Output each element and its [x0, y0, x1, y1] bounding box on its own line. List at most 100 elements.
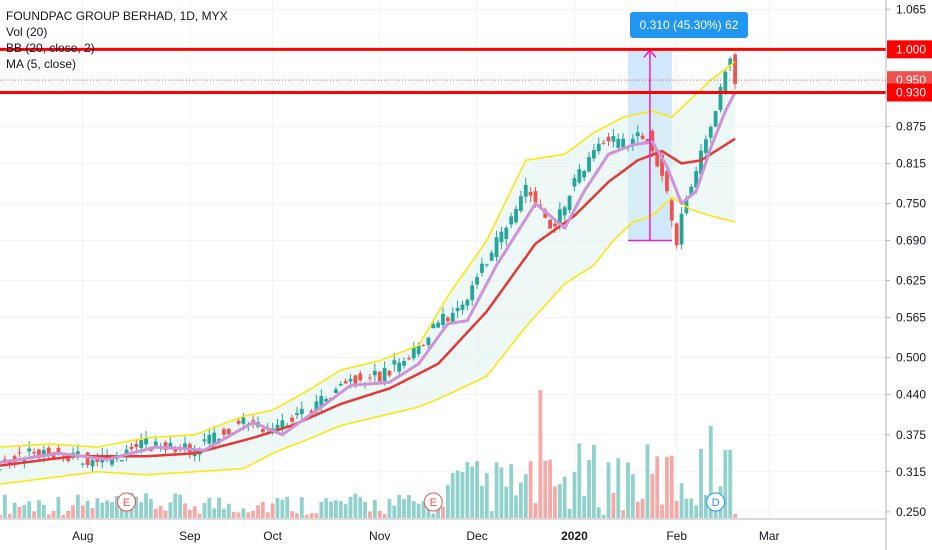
volume-bar — [577, 443, 582, 518]
volume-bar — [0, 515, 2, 518]
candle-body — [22, 458, 27, 462]
volume-bar — [445, 484, 450, 518]
volume-bar — [528, 461, 533, 518]
volume-bar — [582, 495, 587, 518]
volume-bar — [699, 448, 703, 518]
time-axis[interactable] — [0, 519, 886, 550]
volume-bar — [689, 498, 694, 518]
volume-bar — [421, 500, 426, 518]
volume-bar — [299, 497, 304, 518]
candle-body — [679, 213, 684, 245]
volume-bar — [334, 500, 338, 518]
candle-body — [606, 136, 611, 142]
candle-body — [723, 71, 728, 93]
candle-body — [460, 304, 465, 310]
volume-bar — [290, 511, 294, 518]
volume-bar — [241, 508, 246, 518]
candle-body — [309, 410, 314, 414]
ma-indicator-label[interactable]: MA (5, close) — [6, 57, 77, 71]
candle-body — [314, 401, 319, 411]
volume-bar — [285, 496, 290, 518]
candle-body — [334, 389, 338, 393]
volume-bar — [635, 501, 640, 518]
price-label-box — [887, 83, 932, 102]
candle-body — [533, 191, 538, 203]
volume-bar — [538, 390, 543, 518]
candle-body — [217, 439, 221, 441]
volume-bar — [470, 466, 475, 518]
volume-bar — [251, 510, 256, 518]
candle-body — [207, 435, 212, 444]
volume-bar — [27, 501, 32, 518]
volume-bar — [270, 503, 275, 518]
candle-body — [144, 437, 148, 445]
candle-body — [41, 450, 46, 457]
candle-body — [280, 420, 285, 430]
candle-body — [548, 219, 552, 229]
candle-body — [703, 139, 708, 153]
candle-body — [470, 285, 475, 301]
candle-body — [514, 208, 518, 223]
volume-bar — [630, 474, 635, 518]
volume-bar — [523, 474, 528, 518]
volume-bar — [441, 506, 445, 518]
candle-body — [32, 452, 36, 454]
vol-indicator-label[interactable]: Vol (20) — [6, 25, 48, 39]
candle-body — [499, 231, 504, 243]
event-marker[interactable] — [423, 492, 443, 512]
volume-bar — [616, 458, 621, 518]
candle-body — [708, 126, 713, 138]
volume-bar — [7, 513, 12, 518]
candle-body — [494, 237, 499, 258]
chart-legend: FOUNDPAC GROUP BERHAD, 1D, MYX Vol (20) … — [6, 8, 228, 72]
volume-bar — [416, 503, 421, 518]
volume-bar — [309, 513, 314, 518]
volume-bar — [197, 513, 202, 518]
measure-badge: 0.310 (45.30%) 62 — [630, 12, 748, 38]
bb-upper-line — [0, 61, 736, 448]
candle-body — [431, 324, 436, 329]
candle-body — [557, 209, 562, 224]
event-marker[interactable] — [706, 492, 726, 512]
volume-bar — [572, 471, 577, 518]
volume-bar — [329, 501, 333, 518]
candle-body — [358, 373, 363, 381]
volume-bar — [587, 460, 591, 518]
candle-body — [601, 142, 606, 144]
candle-body — [528, 191, 533, 196]
volume-bar — [12, 502, 17, 518]
volume-bar — [504, 486, 509, 518]
volume-bar — [596, 507, 601, 518]
volume-bar — [426, 502, 431, 518]
volume-bar — [134, 496, 139, 518]
price-label-box — [887, 40, 932, 59]
candle-body — [124, 449, 129, 455]
candle-body — [119, 459, 124, 462]
volume-bar — [295, 513, 299, 518]
y-tick-label: 0.440 — [896, 388, 926, 402]
event-marker-letter: E — [123, 497, 130, 509]
volume-bar — [2, 494, 7, 518]
candle-body — [630, 138, 635, 145]
volume-bar — [499, 467, 504, 518]
volume-bar — [708, 426, 713, 518]
volume-bar — [733, 513, 737, 518]
candle-body — [17, 452, 22, 454]
candle-body — [222, 429, 226, 435]
candle-body — [538, 205, 543, 207]
y-tick-label: 0.375 — [896, 428, 926, 442]
event-marker[interactable] — [117, 492, 137, 512]
volume-bar — [192, 506, 197, 518]
event-marker-letter: E — [430, 497, 437, 509]
volume-bar — [163, 510, 168, 518]
volume-bar — [90, 507, 95, 518]
bb-indicator-label[interactable]: BB (20, close, 2) — [6, 41, 95, 55]
candle-body — [134, 443, 139, 447]
volume-bar — [110, 502, 114, 518]
candle-body — [353, 375, 358, 386]
volume-bar — [222, 508, 226, 518]
volume-bar — [484, 473, 489, 518]
volume-bar — [557, 484, 562, 518]
volume-bar — [168, 502, 173, 518]
